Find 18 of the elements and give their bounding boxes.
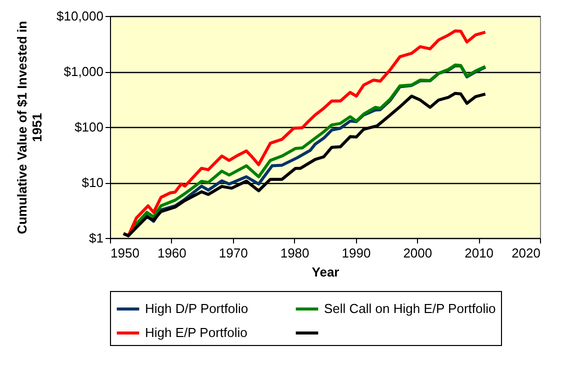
y-tick-label: $1,000 [64, 64, 104, 79]
y-tick-label: $1 [89, 230, 104, 246]
x-tick-label: 2010 [464, 246, 494, 260]
y-tick-label: $10 [82, 175, 104, 190]
x-tick-label: 1990 [342, 246, 371, 260]
x-tick-label: 2000 [403, 246, 432, 260]
x-tick-label: 1980 [280, 246, 310, 260]
x-tick-label: 1970 [218, 246, 248, 260]
y-axis-title: Cumulative Value of $1 Invested in 1951 [14, 20, 45, 234]
legend-label: Sell Call on High E/P Portfolio [324, 301, 496, 316]
x-tick-label: 1960 [157, 246, 186, 260]
x-tick-label: 2020 [512, 246, 540, 260]
y-tick-label: $100 [74, 120, 104, 134]
legend-label: High D/P Portfolio [145, 301, 248, 316]
x-tick-label: 1950 [110, 246, 140, 260]
x-axis-title: Year [312, 264, 340, 280]
legend-label: High E/P Portfolio [145, 325, 248, 340]
y-tick-label: $10,000 [56, 8, 104, 24]
